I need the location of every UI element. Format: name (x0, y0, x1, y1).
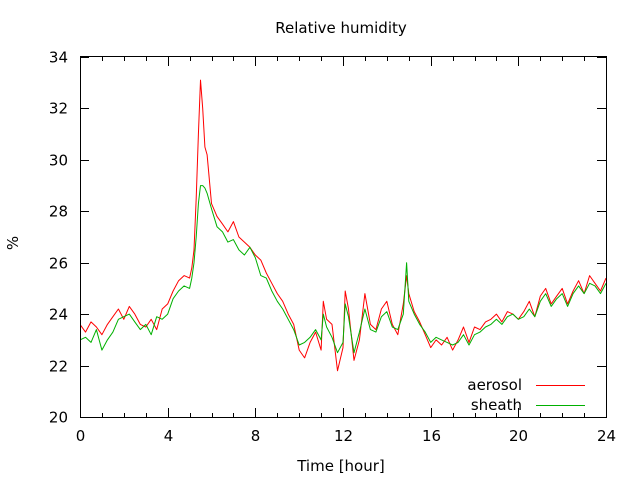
y-axis-label: % (4, 236, 22, 250)
y-tick-label: 22 (49, 358, 68, 376)
legend: aerosol sheath (467, 376, 585, 414)
y-tick-label: 20 (49, 409, 68, 427)
x-tick-label: 20 (509, 427, 528, 445)
legend-label-sheath: sheath (471, 396, 522, 414)
x-tick-label: 4 (164, 427, 174, 445)
y-tick-label: 28 (49, 203, 68, 221)
series-line-aerosol (80, 79, 606, 372)
y-tick-label: 32 (49, 100, 68, 118)
y-tick-label: 34 (49, 49, 68, 67)
x-tick-label: 24 (597, 427, 616, 445)
series-line-sheath (80, 185, 606, 354)
chart-title: Relative humidity (275, 19, 407, 37)
x-axis-label: Time [hour] (296, 457, 385, 475)
x-tick-label: 8 (251, 427, 261, 445)
legend-label-aerosol: aerosol (467, 376, 522, 394)
x-tick-label: 12 (334, 427, 353, 445)
plot-frame (80, 56, 607, 418)
x-tick-label: 0 (76, 427, 86, 445)
x-tick-label: 16 (422, 427, 441, 445)
y-tick-label: 30 (49, 152, 68, 170)
plot-area (80, 79, 606, 372)
axis-ticks: 20 22 24 26 28 30 32 34 0 4 8 12 16 20 24 (49, 49, 616, 446)
series-layer (80, 79, 606, 372)
y-tick-label: 26 (49, 255, 68, 273)
y-tick-label: 24 (49, 306, 68, 324)
